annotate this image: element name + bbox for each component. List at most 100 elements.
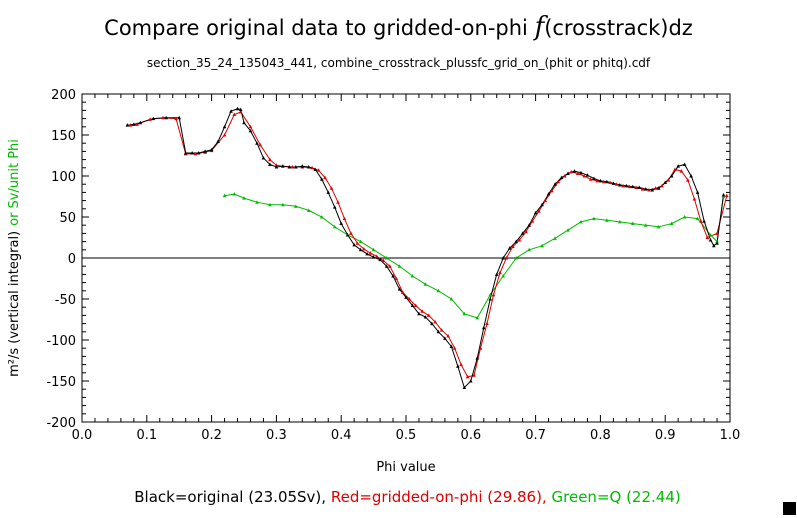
point-gridded-on-phi [485, 321, 489, 326]
point-original [307, 164, 311, 169]
point-Q [488, 292, 493, 297]
title-integral-symbol: f [534, 12, 545, 42]
point-original [436, 329, 441, 334]
point-gridded-on-phi [439, 328, 444, 332]
y-tick-label: 50 [59, 211, 76, 226]
point-original [469, 379, 473, 383]
point-original [624, 183, 629, 188]
point-original [384, 264, 389, 268]
series-line-Q [224, 193, 724, 319]
point-original [689, 174, 693, 178]
point-gridded-on-phi [647, 187, 651, 192]
point-Q [669, 221, 674, 226]
x-tick-label: 0.7 [525, 428, 546, 443]
point-Q [449, 297, 454, 301]
point-Q [319, 215, 324, 219]
point-original [229, 109, 233, 113]
point-Q [242, 196, 246, 200]
x-tick-label: 0.9 [655, 428, 676, 443]
point-original [183, 151, 188, 155]
legend: Black=original (23.05Sv), Red=gridded-on… [0, 488, 797, 506]
title-prefix: Compare original data to gridded-on-phi [104, 16, 535, 40]
point-gridded-on-phi [705, 235, 710, 239]
point-Q [410, 274, 415, 278]
point-Q [566, 228, 570, 232]
point-original [650, 187, 655, 192]
point-original [300, 164, 305, 168]
point-Q [384, 256, 389, 260]
point-original [397, 287, 402, 291]
point-Q [540, 243, 544, 248]
point-Q [475, 315, 480, 320]
point-gridded-on-phi [232, 112, 237, 116]
legend-red: Red=gridded-on-phi (29.86), [330, 488, 547, 506]
point-original [235, 106, 240, 111]
point-Q [501, 274, 505, 278]
point-original [585, 173, 590, 177]
point-original [637, 185, 642, 189]
point-original [618, 183, 622, 187]
point-original [332, 205, 337, 209]
point-original [164, 115, 169, 120]
point-Q [514, 256, 518, 260]
point-gridded-on-phi [375, 254, 379, 258]
x-tick-label: 0.5 [396, 428, 417, 443]
point-Q [436, 288, 441, 293]
point-gridded-on-phi [135, 122, 139, 126]
point-Q [708, 233, 713, 237]
point-Q [307, 208, 311, 212]
point-original [209, 147, 214, 152]
point-original [190, 151, 194, 155]
x-tick-label: 0.4 [331, 428, 352, 443]
point-Q [605, 218, 609, 222]
point-gridded-on-phi [362, 246, 366, 251]
point-gridded-on-phi [420, 309, 424, 313]
point-Q [631, 221, 635, 226]
point-original [656, 186, 661, 190]
point-original [708, 237, 713, 242]
point-original [203, 149, 207, 153]
point-original [319, 177, 324, 181]
point-gridded-on-phi [498, 270, 502, 275]
point-Q [397, 264, 402, 268]
point-gridded-on-phi [614, 182, 619, 186]
point-Q [618, 219, 622, 224]
point-original [669, 174, 674, 178]
point-original [151, 116, 156, 121]
point-gridded-on-phi [400, 290, 405, 294]
point-original [566, 171, 570, 176]
point-original [676, 164, 680, 168]
point-gridded-on-phi [238, 110, 243, 114]
point-gridded-on-phi [699, 219, 703, 223]
point-original [238, 107, 243, 112]
point-original [352, 242, 356, 247]
point-Q [294, 204, 298, 208]
point-original [631, 184, 635, 189]
point-gridded-on-phi [715, 231, 719, 235]
point-original [514, 239, 518, 244]
point-original [712, 243, 716, 248]
point-gridded-on-phi [673, 167, 677, 171]
point-original [488, 297, 493, 301]
y-tick-label: -200 [46, 416, 76, 431]
point-gridded-on-phi [491, 292, 496, 297]
point-original [138, 120, 143, 125]
series-line-original [127, 108, 724, 389]
point-original [339, 221, 343, 226]
point-Q [527, 247, 531, 252]
point-gridded-on-phi [248, 124, 253, 129]
series-lines [127, 108, 728, 389]
point-gridded-on-phi [355, 241, 360, 245]
point-gridded-on-phi [459, 362, 463, 367]
point-original [572, 169, 577, 173]
y-axis-label-black: m²/s (vertical integral) [7, 231, 22, 377]
point-gridded-on-phi [640, 187, 645, 191]
point-original [579, 170, 583, 175]
point-original [268, 162, 272, 167]
point-original [423, 315, 428, 319]
point-gridded-on-phi [608, 180, 612, 185]
point-original [222, 124, 227, 129]
point-gridded-on-phi [368, 251, 373, 255]
legend-black: Black=original (23.05Sv), [134, 488, 327, 506]
series-line-gridded-on-phi [130, 111, 728, 378]
